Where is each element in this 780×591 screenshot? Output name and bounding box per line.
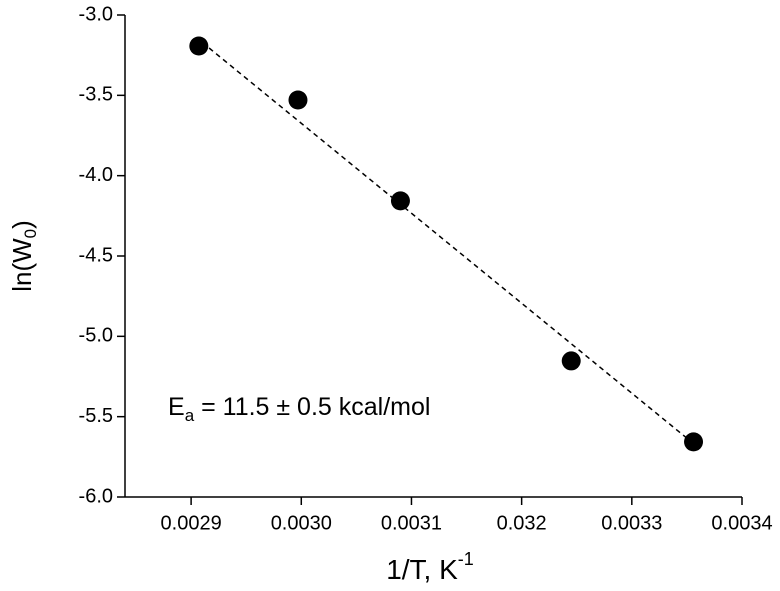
x-tick-label: 0.0034 [711,512,772,534]
y-tick-label: -6.0 [79,485,113,507]
y-tick-label: -3.0 [79,3,113,25]
y-axis-label: ln(W0) [7,220,41,292]
x-tick-label: 0.0031 [381,512,442,534]
x-tick-label: 0.032 [497,512,547,534]
y-tick-label: -5.5 [79,405,113,427]
fit-line [201,41,699,448]
x-axis-label: 1/T, K-1 [386,549,474,586]
data-point [684,432,704,452]
y-tick-label: -4.5 [79,244,113,266]
data-point [288,90,308,110]
y-tick-label: -4.0 [79,164,113,186]
data-point [390,191,410,211]
data-point [561,351,581,371]
x-tick-label: 0.0030 [271,512,332,534]
y-tick-label: -3.5 [79,84,113,106]
x-tick-label: 0.0033 [601,512,662,534]
data-point [189,36,209,56]
x-tick-label: 0.0029 [161,512,222,534]
annotation: Ea = 11.5 ± 0.5 kcal/mol [168,393,430,426]
y-tick-label: -5.0 [79,325,113,347]
